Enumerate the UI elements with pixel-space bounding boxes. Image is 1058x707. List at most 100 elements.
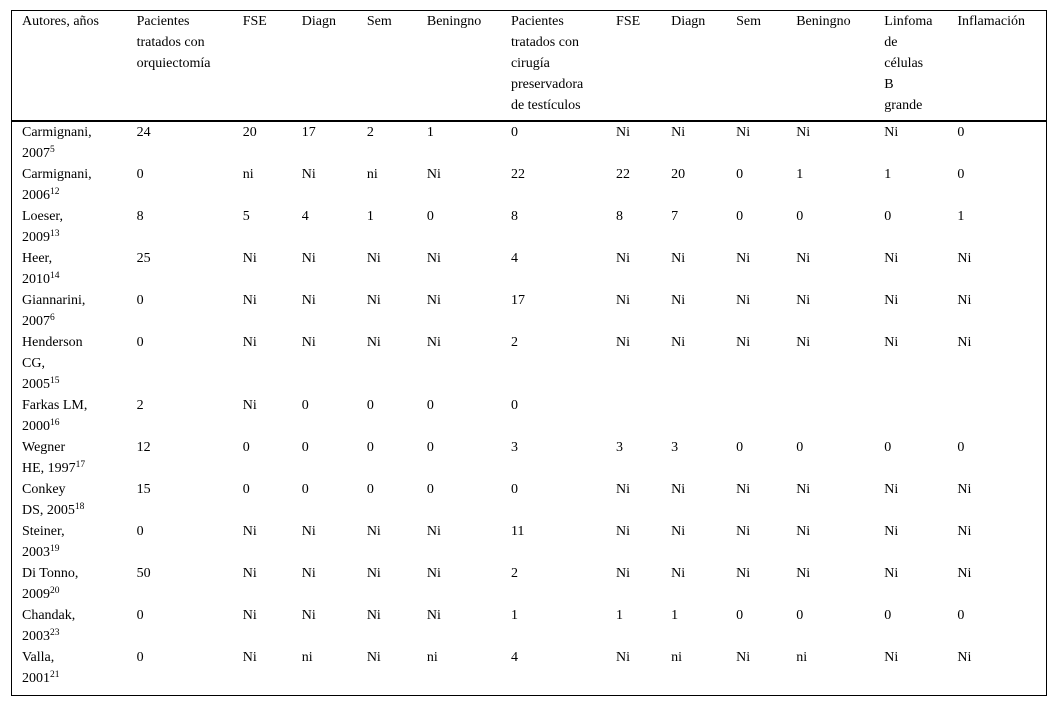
data-cell: 1 [426, 125, 434, 140]
data-cell: Ni [242, 335, 257, 350]
data-cell: ni [796, 650, 808, 665]
data-cell: Ni [301, 293, 316, 308]
author-cell: Carmignani, 200612 [22, 167, 92, 203]
data-cell [947, 395, 1046, 437]
data-cell: Ni [957, 335, 972, 350]
data-cell: 0 [136, 293, 144, 308]
column-header-2: Pacientes tratados con orquiectomía [126, 10, 233, 122]
data-cell: Ni [671, 482, 686, 497]
reference-superscript: 6 [50, 313, 55, 324]
data-cell: Ni [426, 566, 441, 581]
data-cell: Ni [366, 293, 381, 308]
column-header-12: Linfoma de células B grande [874, 10, 948, 122]
reference-superscript: 12 [50, 187, 60, 198]
data-cell: 8 [136, 209, 144, 224]
data-cell: Ni [884, 650, 899, 665]
data-cell: Ni [616, 524, 631, 539]
data-cell: Ni [366, 608, 381, 623]
column-header-1: Autores, años [11, 10, 127, 122]
data-cell: 22 [616, 167, 631, 182]
reference-superscript: 17 [75, 460, 86, 471]
data-cell: ni [426, 650, 438, 665]
column-header-8: FSE [606, 10, 662, 122]
data-cell [874, 395, 947, 437]
data-cell: Ni [242, 398, 257, 413]
data-cell: 4 [510, 650, 518, 665]
reference-superscript: 20 [50, 586, 60, 597]
data-cell: Ni [426, 608, 441, 623]
studies-comparison-table: Autores, años Pacientes tratados con orqu… [11, 10, 1047, 696]
data-cell: Ni [426, 524, 441, 539]
author-cell: Di Tonno, 200920 [22, 566, 79, 602]
data-cell: Ni [301, 251, 316, 266]
data-cell: 0 [796, 608, 804, 623]
data-cell: 1 [616, 608, 624, 623]
data-cell: 0 [736, 608, 744, 623]
data-cell: Ni [884, 125, 899, 140]
reference-superscript: 13 [50, 229, 60, 240]
data-cell: 4 [301, 209, 309, 224]
data-cell: Ni [426, 335, 441, 350]
data-cell: Ni [736, 251, 751, 266]
data-cell: Ni [671, 293, 686, 308]
data-cell: ni [366, 167, 378, 182]
data-cell: 0 [884, 608, 892, 623]
data-cell: Ni [957, 650, 972, 665]
data-cell: Ni [671, 335, 686, 350]
data-cell: 0 [136, 524, 144, 539]
data-cell: 0 [301, 482, 309, 497]
data-cell: Ni [736, 125, 751, 140]
data-cell: 0 [736, 209, 744, 224]
data-cell: Ni [671, 524, 686, 539]
data-cell: 1 [884, 167, 892, 182]
table-row: Giannarini, 20076 0 Ni Ni Ni Ni 17 Ni Ni Ni Ni Ni Ni [12, 290, 1047, 332]
data-cell [661, 395, 726, 437]
data-cell: Ni [426, 293, 441, 308]
table-row: Loeser, 200913 8 5 4 1 0 8 8 7 0 0 0 1 [12, 206, 1047, 248]
data-cell: Ni [366, 335, 381, 350]
table-row: Wegner HE, 199717 12 0 0 0 0 3 3 3 0 0 0 0 [12, 437, 1047, 479]
data-cell: 17 [301, 125, 316, 140]
data-cell: 5 [242, 209, 250, 224]
data-cell: Ni [426, 251, 441, 266]
data-cell: 0 [136, 608, 144, 623]
data-cell: 0 [957, 167, 965, 182]
table-body: Carmignani, 20075 24 20 17 2 1 0 Ni Ni Ni Ni Ni 0 Carm… [12, 121, 1047, 696]
data-cell: Ni [242, 650, 257, 665]
data-cell: 20 [671, 167, 686, 182]
reference-superscript: 18 [74, 502, 85, 513]
data-cell: 1 [957, 209, 965, 224]
data-cell: Ni [736, 524, 751, 539]
data-cell: Ni [426, 167, 441, 182]
data-cell: 3 [671, 440, 679, 455]
data-cell: 24 [136, 125, 151, 140]
data-cell: 3 [510, 440, 518, 455]
data-cell: 25 [136, 251, 151, 266]
data-cell [786, 395, 874, 437]
data-cell: 0 [366, 398, 374, 413]
data-cell: 0 [736, 440, 744, 455]
data-cell: 0 [426, 209, 434, 224]
data-cell: 0 [366, 440, 374, 455]
data-cell: Ni [616, 293, 631, 308]
table-row: Farkas LM, 200016 2 Ni 0 0 0 0 [12, 395, 1047, 437]
data-cell: Ni [242, 524, 257, 539]
data-cell: 11 [510, 524, 525, 539]
data-cell: 2 [136, 398, 144, 413]
data-cell: Ni [796, 125, 811, 140]
data-cell: Ni [242, 293, 257, 308]
author-cell: Giannarini, 20076 [22, 293, 86, 329]
data-cell: Ni [301, 608, 316, 623]
data-cell: Ni [616, 482, 631, 497]
author-cell: Loeser, 200913 [22, 209, 64, 245]
data-cell: Ni [301, 167, 316, 182]
data-cell: Ni [366, 650, 381, 665]
data-cell: 0 [957, 440, 965, 455]
data-cell: Ni [301, 524, 316, 539]
data-cell: 1 [510, 608, 518, 623]
data-cell: Ni [884, 524, 899, 539]
table-row: Carmignani, 20075 24 20 17 2 1 0 Ni Ni Ni Ni Ni 0 [12, 121, 1047, 164]
data-cell: Ni [616, 251, 631, 266]
table-row: Conkey DS, 200518 15 0 0 0 0 0 Ni Ni Ni Ni Ni Ni [12, 479, 1047, 521]
table-row: Chandak, 200323 0 Ni Ni Ni Ni 1 1 1 0 0 0 0 [12, 605, 1047, 647]
